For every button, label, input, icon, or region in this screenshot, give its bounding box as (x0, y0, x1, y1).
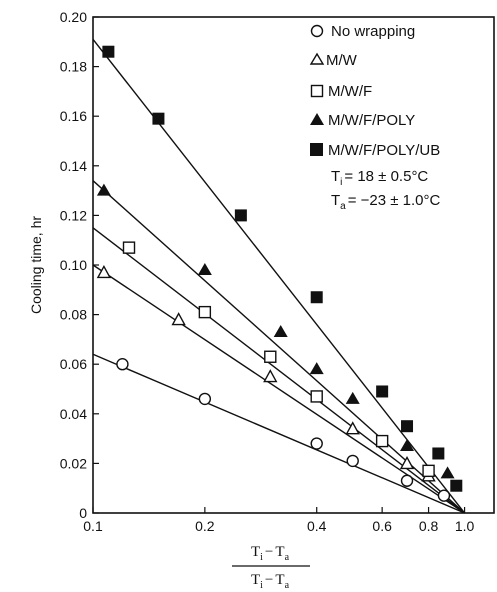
axis-ticks: 0 0.02 0.04 0.06 0.08 0.10 0.12 0.14 0.16 0.18 0.2… (60, 9, 475, 534)
data-point-m-w (263, 369, 278, 383)
legend-label: M/W/F/POLY/UB (328, 142, 440, 159)
data-point-m-w-f-poly-ub (432, 447, 445, 460)
legend-marker-circle-open (310, 24, 324, 38)
data-point-m-w-f-poly-ub (102, 45, 115, 58)
plot-frame (92, 16, 495, 514)
y-tick-label: 0.14 (60, 158, 87, 174)
fit-line-m-w-f-poly (92, 180, 466, 514)
y-tick-label: 0.16 (60, 108, 87, 124)
data-point-m-w (96, 264, 112, 279)
y-axis-label: Cooling time, hr (28, 216, 44, 314)
legend-marker-square-filled (310, 143, 323, 156)
data-point-m-w-f-poly-ub (310, 291, 323, 304)
data-point-m-w-f-poly-ub (234, 209, 247, 222)
data-point-no-wrapping (310, 437, 323, 450)
y-tick-label: 0.18 (60, 59, 87, 75)
data-point-m-w-f-poly (440, 466, 455, 479)
data-point-m-w-f-poly (197, 262, 212, 275)
data-point-m-w-f-poly-ub (376, 385, 389, 398)
data-point-m-w-f (375, 434, 389, 448)
y-tick-label: 0.20 (60, 9, 87, 25)
data-point-m-w-f (422, 464, 435, 478)
fit-line-no-wrapping (92, 353, 465, 514)
legend-label: M/W (326, 52, 358, 69)
x-axis-label: Ti − Ta Ti − Ta (232, 544, 310, 591)
data-point-m-w-f-poly (309, 362, 324, 375)
data-markers (96, 45, 463, 502)
data-point-no-wrapping (400, 474, 414, 487)
y-tick-label: 0 (79, 505, 87, 521)
data-point-m-w-f-poly-ub (450, 479, 463, 492)
y-tick-label: 0.06 (60, 356, 87, 372)
legend-item-m-w-f-poly: M/W/F/POLY (310, 112, 415, 129)
y-tick-label: 0.12 (60, 207, 87, 223)
y-tick-label: 0.04 (60, 406, 87, 422)
data-point-m-w-f-poly (345, 391, 360, 404)
fit-line-m-w-f-poly-ub (92, 38, 466, 514)
x-tick-label: 0.4 (307, 518, 327, 534)
x-label-numerator: Ti − Ta (251, 544, 290, 563)
x-tick-label: 1.0 (455, 518, 475, 534)
data-point-m-w-f (264, 350, 277, 363)
data-point-m-w (345, 421, 360, 435)
data-point-no-wrapping (437, 489, 451, 502)
x-tick-label: 0.1 (83, 518, 103, 534)
legend-item-m-w-f: M/W/F (310, 83, 372, 100)
data-point-no-wrapping (198, 392, 212, 406)
legend-label: No wrapping (331, 23, 415, 40)
data-point-m-w (399, 455, 415, 470)
data-point-m-w-f (198, 305, 212, 319)
fit-line-m-w-f (92, 227, 466, 514)
legend-marker-triangle-open (309, 52, 325, 65)
data-point-m-w-f-poly-ub (152, 112, 165, 125)
legend-label: M/W/F (328, 83, 372, 100)
x-label-denominator: Ti − Ta (251, 572, 290, 591)
data-point-m-w (171, 312, 186, 326)
data-point-m-w-f-poly (400, 439, 415, 452)
data-point-m-w-f (310, 390, 323, 403)
data-point-m-w-f-poly (273, 324, 288, 337)
data-point-no-wrapping (346, 454, 359, 468)
legend-marker-square-open (310, 84, 324, 98)
data-point-no-wrapping (116, 358, 129, 371)
legend: No wrapping M/W M/W/F M/W/F/POLY M/W/F/P… (309, 23, 441, 212)
fit-line-m-w (92, 264, 465, 514)
y-tick-label: 0.08 (60, 307, 87, 323)
legend-label: M/W/F/POLY (328, 112, 415, 129)
data-point-m-w-f-poly-ub (401, 420, 414, 433)
legend-item-m-w: M/W (309, 52, 358, 69)
legend-marker-triangle-filled (310, 113, 324, 125)
annotation-ti: Ti = 18 ± 0.5°C (331, 168, 428, 188)
y-tick-label: 0.02 (60, 455, 87, 471)
data-point-m-w-f (122, 241, 136, 254)
legend-item-m-w-f-poly-ub: M/W/F/POLY/UB (310, 142, 440, 159)
annotation-ta: Ta = −23 ± 1.0°C (331, 192, 441, 212)
x-tick-label: 0.8 (419, 518, 439, 534)
fit-lines (92, 38, 466, 514)
data-point-m-w-f-poly (96, 183, 111, 196)
y-tick-label: 0.10 (60, 257, 87, 273)
x-tick-label: 0.6 (372, 518, 392, 534)
legend-item-no-wrapping: No wrapping (310, 23, 415, 40)
x-tick-label: 0.2 (195, 518, 215, 534)
